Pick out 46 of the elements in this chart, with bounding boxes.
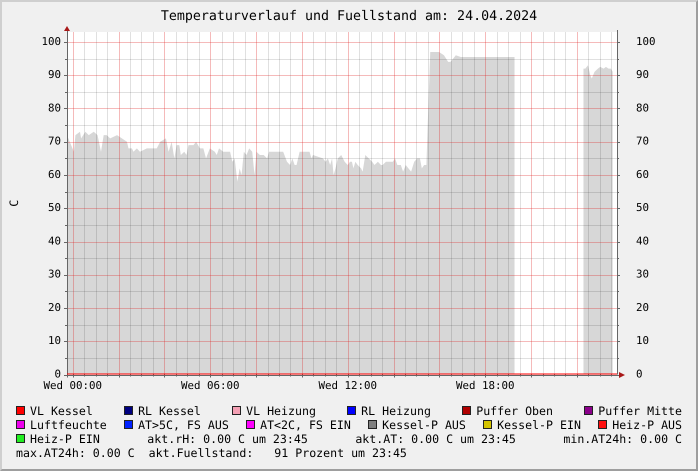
legend-label: RL Kessel <box>138 404 201 418</box>
legend-label: Kessel-P AUS <box>382 418 466 432</box>
chart-title: Temperaturverlauf und Fuellstand am: 24.04.2024 <box>160 9 538 25</box>
text: akt.Fuellstand: 91 Prozent um 23:45 <box>148 446 407 460</box>
y-tick-label: 20 <box>48 300 61 314</box>
legend-label: VL Kessel <box>30 404 93 418</box>
y2-tick-label: 80 <box>636 101 650 114</box>
y-tick-label: 90 <box>48 68 61 82</box>
legend-label: Kessel-P EIN <box>497 418 581 432</box>
legend-label: AT>5C, FS AUS <box>138 418 229 432</box>
y2-tick-label: 70 <box>636 134 650 148</box>
legend-label: Puffer Oben <box>476 404 553 418</box>
x-tick-label: Wed 00:00 <box>43 378 102 392</box>
y2-tick-label: 10 <box>636 334 650 348</box>
y-tick-label: 40 <box>48 234 61 248</box>
y2-tick-label: 20 <box>636 300 650 314</box>
y-tick-label: 30 <box>48 268 61 281</box>
legend-label: Heiz-P AUS <box>612 418 682 432</box>
legend-label: Luftfeuchte <box>30 418 107 432</box>
legend-label: RL Heizung <box>361 404 431 418</box>
y-axis-title: C <box>6 200 21 207</box>
legend-label: Puffer Mitte <box>598 404 682 418</box>
y-tick-label: 50 <box>48 201 61 214</box>
y-tick-label: 80 <box>48 101 61 114</box>
y2-tick-label: 100 <box>636 34 656 48</box>
y-tick-label: 100 <box>41 34 61 48</box>
y2-tick-label: 50 <box>636 201 650 214</box>
y2-tick-label: 60 <box>636 168 650 181</box>
y2-tick-label: 90 <box>636 68 650 82</box>
x-tick-label: Wed 06:00 <box>180 378 240 392</box>
text: max.AT24h: 0.00 C <box>16 446 135 460</box>
y-tick-label: 70 <box>48 134 61 148</box>
y-tick-label: 0 <box>54 367 61 380</box>
y-tick-label: 10 <box>48 334 61 348</box>
y2-tick-label: 40 <box>636 234 650 248</box>
y2-tick-label: 0 <box>636 367 643 380</box>
legend-label: AT<2C, FS EIN <box>260 418 351 432</box>
text: akt.AT: 0.00 C um 23:45 <box>355 432 516 446</box>
legend-label: Heiz-P EIN <box>30 432 100 446</box>
text: akt.rH: 0.00 C um 23:45 <box>147 432 308 446</box>
y-tick-label: 60 <box>48 168 61 181</box>
x-tick-label: Wed 18:00 <box>456 378 514 392</box>
y2-tick-label: 30 <box>636 268 650 281</box>
x-tick-label: Wed 12:00 <box>318 378 377 392</box>
legend-label: VL Heizung <box>246 404 316 418</box>
text: min.AT24h: 0.00 C <box>563 432 682 446</box>
